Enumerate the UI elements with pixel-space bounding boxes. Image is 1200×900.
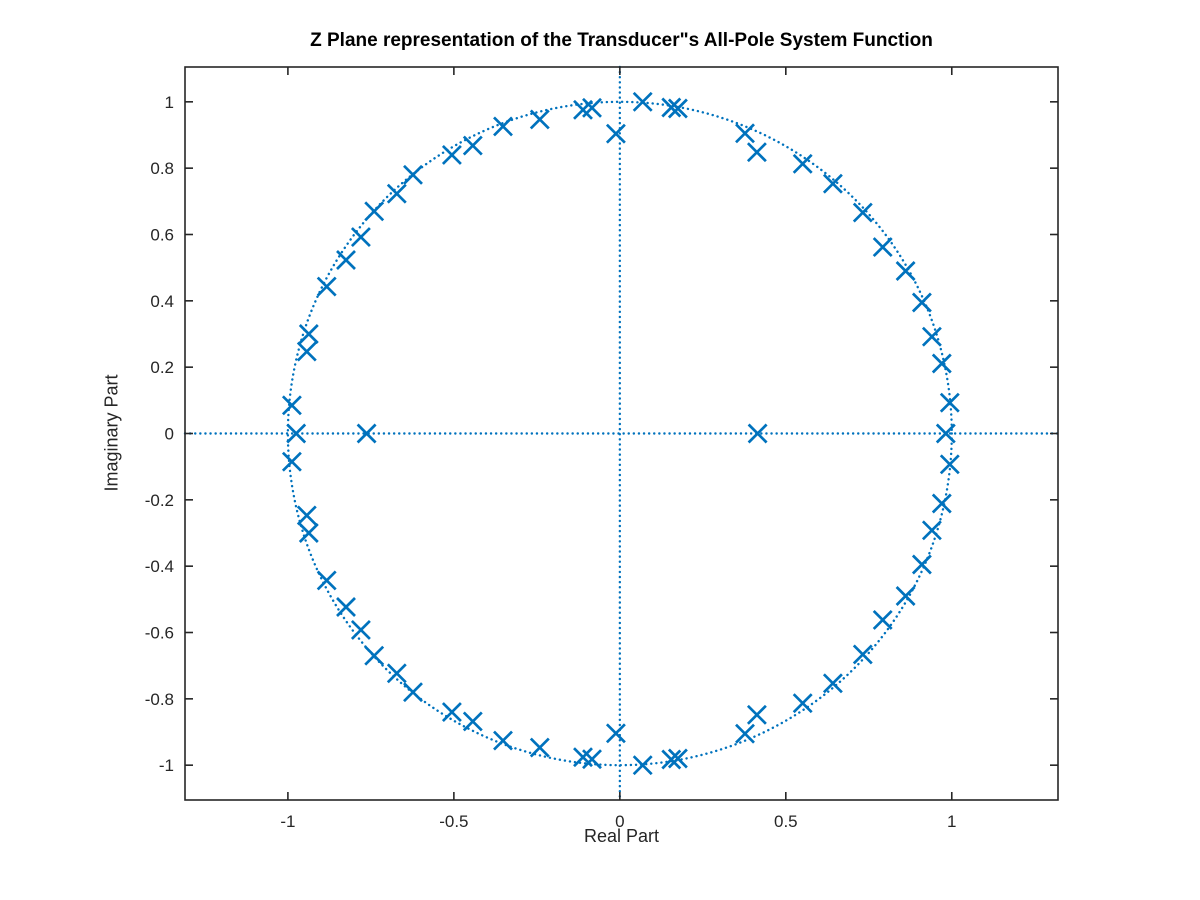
- y-tick-label: -0.8: [145, 690, 174, 709]
- pole-marker: [316, 276, 337, 297]
- pole-marker: [921, 326, 942, 347]
- y-tick-label: 1: [165, 93, 174, 112]
- pole-marker: [746, 704, 767, 725]
- pole-marker: [605, 723, 626, 744]
- pole-marker: [529, 737, 550, 758]
- pole-marker: [403, 164, 423, 185]
- pole-marker: [939, 392, 960, 413]
- pole-marker: [667, 98, 688, 119]
- pole-marker: [822, 173, 843, 194]
- y-tick-label: 0: [165, 425, 174, 444]
- x-tick-label: 0: [615, 812, 624, 831]
- unit-circle: [286, 100, 953, 767]
- pole-marker: [852, 644, 873, 665]
- pole-marker: [386, 663, 407, 684]
- y-tick-label: -0.4: [145, 557, 174, 576]
- y-tick-label: 0.2: [150, 358, 174, 377]
- pole-marker: [441, 702, 462, 723]
- pole-marker: [735, 123, 755, 144]
- pole-marker: [661, 97, 682, 118]
- x-tick-label: 1: [947, 812, 956, 831]
- pole-marker: [632, 91, 653, 112]
- y-tick-label: -0.2: [145, 491, 174, 510]
- axes-box: [184, 66, 1059, 801]
- x-tick-label: -1: [280, 812, 295, 831]
- pole-marker: [931, 353, 952, 374]
- y-axis-label: Imaginary Part: [101, 374, 122, 492]
- pole-marker: [852, 202, 873, 223]
- pole-marker: [316, 570, 337, 591]
- pole-marker: [286, 423, 307, 444]
- pole-marker: [573, 99, 593, 120]
- pole-marker: [336, 250, 356, 270]
- pole-marker: [281, 451, 302, 472]
- pole-marker: [792, 153, 813, 174]
- pole-marker: [364, 201, 385, 222]
- pole-marker: [336, 597, 356, 617]
- pole-marker: [935, 423, 956, 444]
- x-axis-label: Real Part: [583, 826, 660, 846]
- pole-marker: [746, 142, 767, 163]
- pole-marker: [298, 324, 319, 344]
- pole-marker: [921, 520, 942, 541]
- pole-marker: [350, 619, 371, 640]
- pole-marker: [441, 144, 462, 165]
- pole-marker: [931, 493, 952, 514]
- pole-marker: [872, 237, 893, 258]
- pole-marker: [364, 645, 385, 666]
- pole-marker: [735, 723, 755, 744]
- pole-marker: [661, 749, 682, 770]
- pole-marker: [296, 505, 317, 526]
- x-tick-label: -0.5: [439, 812, 468, 831]
- pole-marker: [605, 123, 626, 144]
- pole-marker: [462, 711, 483, 732]
- pole-marker: [573, 747, 593, 768]
- pole-marker: [350, 227, 371, 248]
- pole-marker: [895, 261, 916, 281]
- pole-marker: [747, 423, 768, 444]
- pole-marker: [493, 116, 513, 137]
- pole-marker: [667, 748, 688, 769]
- pole-marker: [939, 454, 960, 475]
- pole-marker: [911, 554, 932, 575]
- pole-marker: [386, 183, 407, 204]
- pole-marker: [356, 423, 377, 444]
- pole-marker: [403, 682, 423, 703]
- pole-marker: [529, 109, 550, 130]
- y-tick-label: 0.6: [150, 225, 174, 244]
- pole-marker: [298, 523, 319, 543]
- pole-marker: [792, 693, 813, 714]
- pole-marker: [632, 755, 653, 776]
- plot-title: Z Plane representation of the Transducer…: [310, 30, 933, 51]
- y-tick-label: -0.6: [145, 624, 174, 643]
- x-tick-label: 0.5: [774, 812, 798, 831]
- pole-marker: [911, 292, 932, 313]
- pole-marker: [462, 135, 483, 156]
- pole-marker: [822, 673, 843, 694]
- pole-marker: [493, 730, 513, 751]
- y-tick-label: -1: [159, 756, 174, 775]
- y-tick-label: 0.4: [150, 292, 174, 311]
- pole-marker: [872, 609, 893, 630]
- pole-marker: [281, 395, 302, 416]
- y-tick-label: 0.8: [150, 159, 174, 178]
- pole-marker: [895, 586, 916, 606]
- pole-marker: [296, 341, 317, 362]
